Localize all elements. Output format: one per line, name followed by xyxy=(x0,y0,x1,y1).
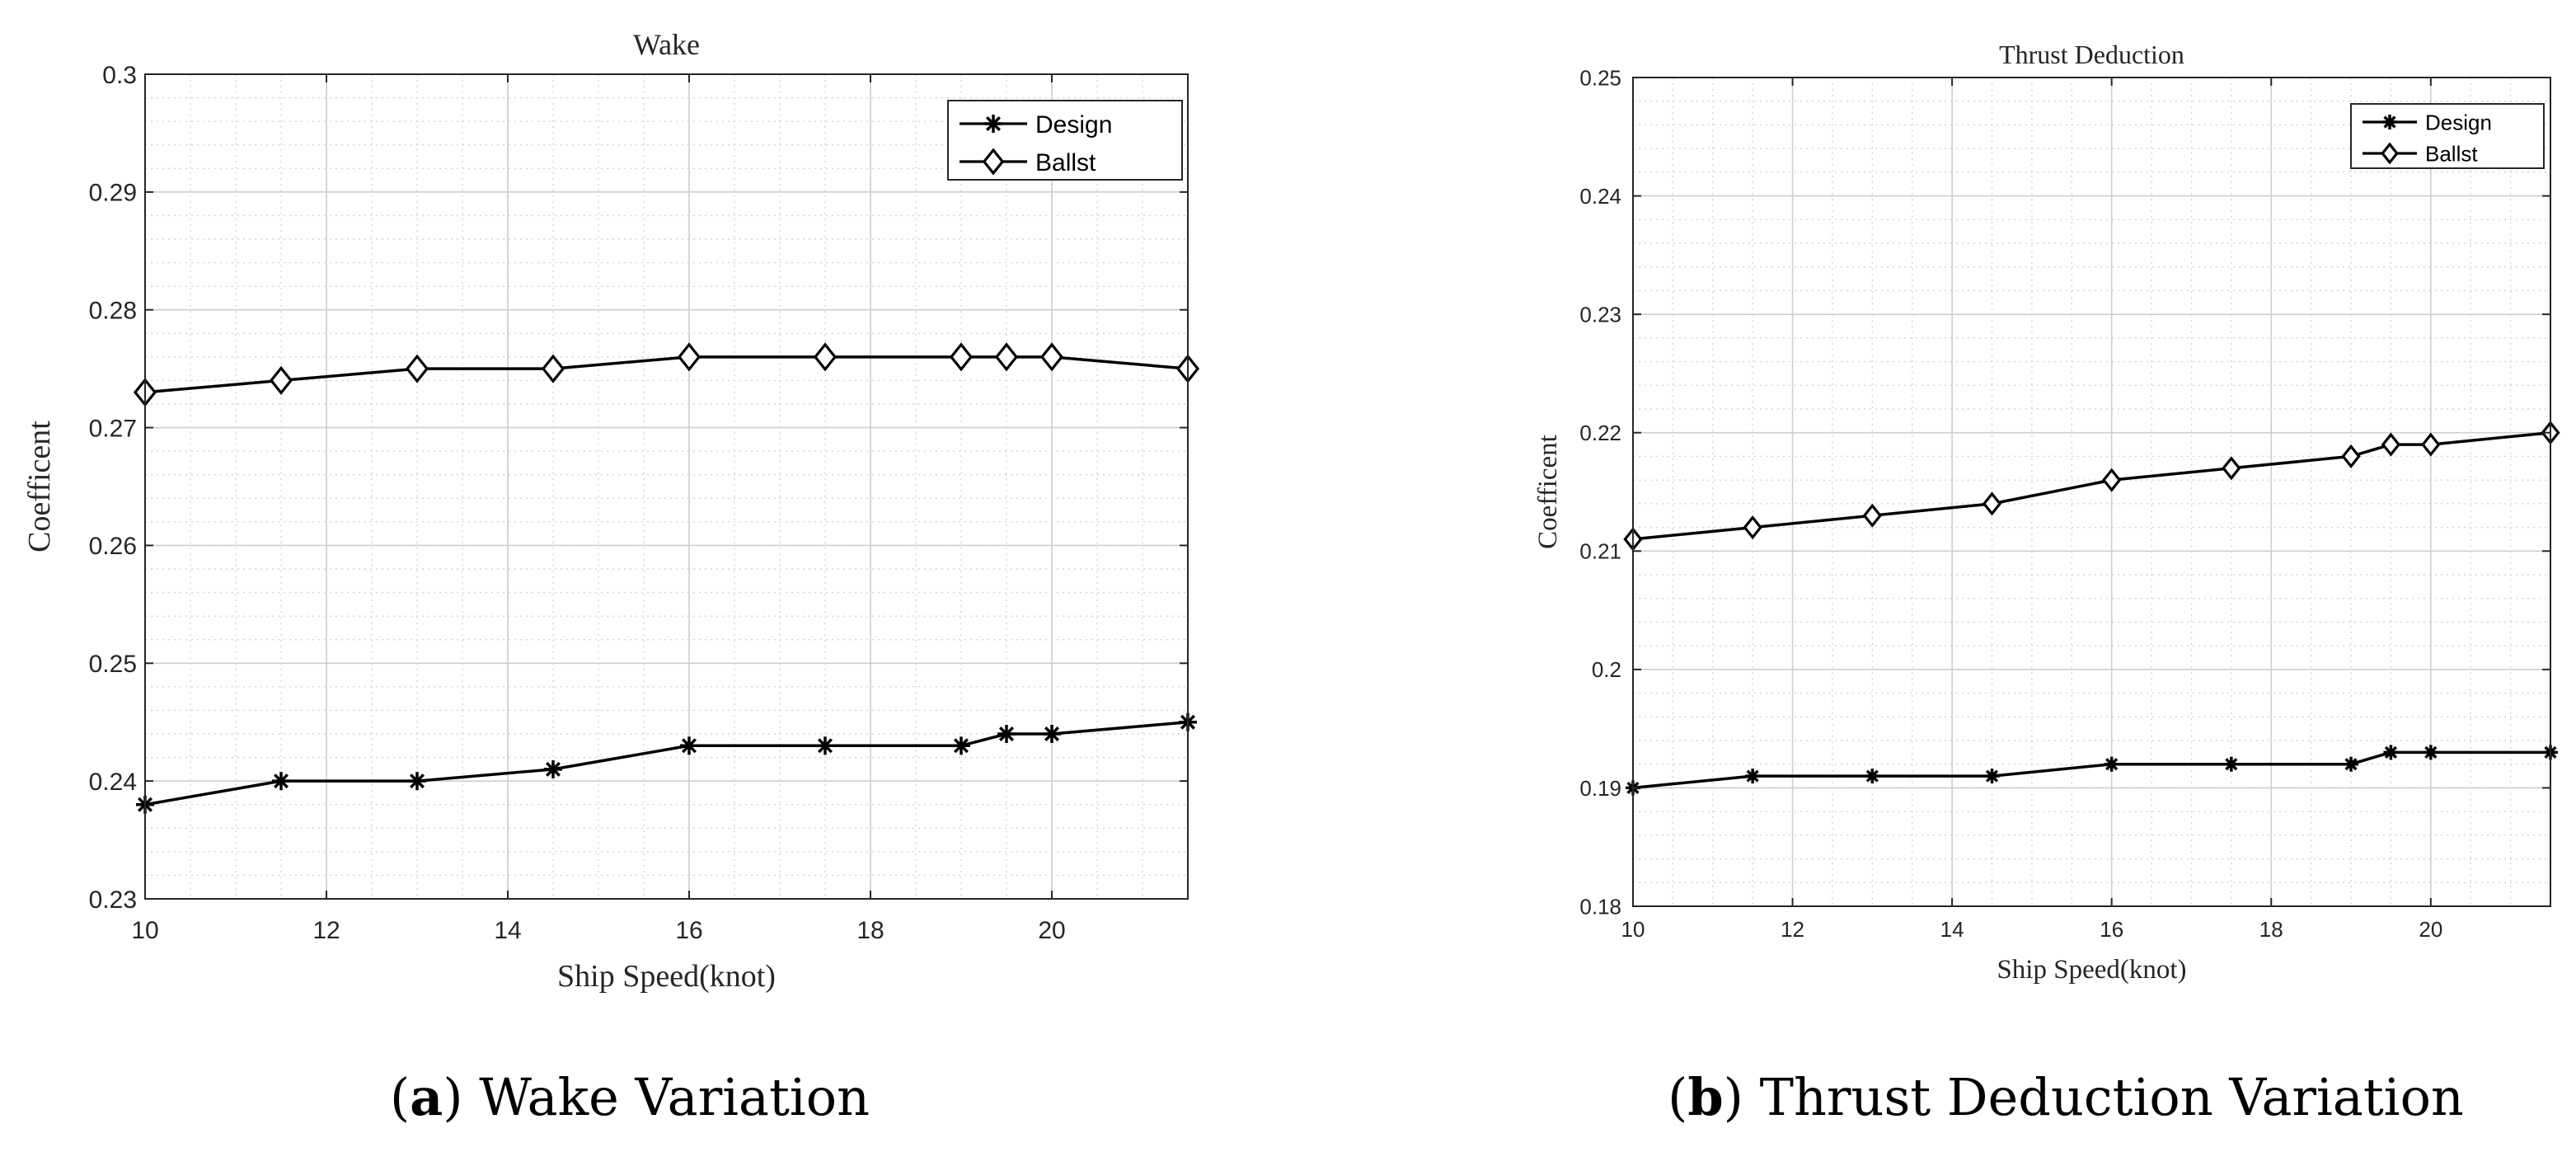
thrust-legend-ballst-label: Ballst xyxy=(2425,141,2478,166)
thrust-ballst-point xyxy=(2421,432,2441,457)
thrust-axes-frame xyxy=(1632,77,2551,907)
thrust-design-line xyxy=(1632,750,2550,790)
wake-caption-text: Wake Variation xyxy=(463,1067,870,1127)
wake-caption-letter: a xyxy=(410,1067,443,1127)
wake-x-tick-label: 12 xyxy=(312,917,340,944)
wake-y-tick-label: 0.23 xyxy=(89,886,137,914)
thrust-y-tick-label: 0.24 xyxy=(1579,184,1621,209)
thrust-y-tick-label: 0.18 xyxy=(1579,894,1621,919)
wake-design-point xyxy=(1043,725,1061,743)
wake-legend-box xyxy=(947,100,1183,181)
thrust-design-point xyxy=(1745,769,1761,784)
wake-y-tick-label: 0.26 xyxy=(89,533,137,560)
thrust-ballst-point xyxy=(1743,515,1762,540)
thrust-x-tick-label: 20 xyxy=(2419,917,2442,942)
thrust-y-tick-label: 0.25 xyxy=(1579,65,1621,90)
thrust-design-point xyxy=(2423,745,2438,760)
thrust-plot-area xyxy=(1633,78,2550,906)
wake-x-axis-label: Ship Speed(knot) xyxy=(557,959,776,994)
thrust-caption-text: Thrust Deduction Variation xyxy=(1743,1067,2464,1127)
wake-ballst-point xyxy=(269,365,293,395)
thrust-y-tick-label: 0.19 xyxy=(1579,776,1621,801)
wake-chart: 10 12 14 16 18 20 0.23 0.24 0.25 0.26 0.27 0.28 0.29… xyxy=(22,28,1200,1127)
wake-x-tick-label: 18 xyxy=(856,917,884,944)
wake-plot-area xyxy=(145,74,1188,899)
wake-design-point xyxy=(272,772,290,791)
thrust-ballst-point xyxy=(1862,503,1882,528)
thrust-y-tick-label: 0.21 xyxy=(1579,539,1621,564)
wake-chart-title: Wake xyxy=(633,28,700,61)
thrust-deduction-chart: 10 12 14 16 18 20 0.18 0.19 0.2 0.21 0.22 0.23 0.24 0… xyxy=(1533,40,2560,1127)
wake-legend: Design Ballst xyxy=(947,100,1183,181)
thrust-ballst-point xyxy=(2222,456,2241,481)
wake-design-line xyxy=(144,720,1189,806)
thrust-caption: (b) Thrust Deduction Variation xyxy=(1668,1067,2464,1127)
thrust-design-point xyxy=(2223,756,2239,772)
wake-design-point xyxy=(680,736,698,755)
wake-x-tick-label: 10 xyxy=(131,917,158,944)
wake-ballst-line xyxy=(144,355,1189,394)
wake-y-tick-label: 0.28 xyxy=(89,298,137,325)
thrust-x-axis-label: Ship Speed(knot) xyxy=(1997,955,2186,985)
thrust-legend-design-marker xyxy=(2382,115,2397,129)
thrust-design-point xyxy=(2104,756,2119,772)
wake-y-axis-label: Coefficent xyxy=(22,421,57,552)
wake-ballst-point xyxy=(677,342,701,372)
thrust-chart-title: Thrust Deduction xyxy=(1999,40,2184,69)
thrust-design-point xyxy=(1984,769,2000,784)
thrust-caption-letter: b xyxy=(1687,1067,1723,1127)
thrust-ballst-point xyxy=(2381,432,2401,457)
wake-design-point xyxy=(952,736,970,755)
wake-x-tick-label: 16 xyxy=(675,917,702,944)
thrust-y-axis-label: Coefficent xyxy=(1533,435,1563,549)
thrust-legend: Design Ballst xyxy=(2350,103,2545,169)
wake-legend-ballst-label: Ballst xyxy=(1035,149,1096,176)
thrust-y-tick-label: 0.23 xyxy=(1579,303,1621,327)
thrust-design-point xyxy=(2383,745,2399,760)
wake-axes-frame xyxy=(144,73,1189,900)
wake-legend-design-label: Design xyxy=(1035,111,1112,139)
thrust-ballst-line xyxy=(1632,430,2551,541)
thrust-legend-box xyxy=(2350,103,2545,169)
thrust-design-point xyxy=(2344,756,2359,772)
wake-caption: (a) Wake Variation xyxy=(390,1067,870,1127)
wake-design-point xyxy=(544,759,562,778)
wake-y-tick-label: 0.24 xyxy=(89,769,137,796)
wake-y-tick-label: 0.29 xyxy=(89,180,137,207)
thrust-x-tick-label: 12 xyxy=(1781,917,1804,942)
thrust-x-tick-label: 14 xyxy=(1940,917,1964,942)
thrust-legend-design-label: Design xyxy=(2425,110,2492,134)
wake-ballst-point xyxy=(405,354,429,383)
wake-y-tick-label: 0.25 xyxy=(89,651,137,678)
wake-ticks: 10 12 14 16 18 20 0.23 0.24 0.25 0.26 0.27 0.28 0.29… xyxy=(89,62,1188,944)
thrust-design-point xyxy=(1865,769,1880,784)
wake-ballst-point xyxy=(813,342,838,372)
wake-y-tick-label: 0.3 xyxy=(102,62,137,89)
thrust-ticks: 10 12 14 16 18 20 0.18 0.19 0.2 0.21 0.22 0.23 0.24 0… xyxy=(1579,65,2550,942)
thrust-ballst-point xyxy=(2102,468,2122,492)
wake-ballst-point xyxy=(1039,342,1064,372)
thrust-x-tick-label: 10 xyxy=(1621,917,1645,942)
thrust-ballst-point xyxy=(2341,444,2361,468)
thrust-series xyxy=(1623,421,2560,796)
wake-ballst-point xyxy=(994,342,1019,372)
wake-design-point xyxy=(997,725,1016,743)
wake-x-tick-label: 20 xyxy=(1038,917,1065,944)
wake-ballst-point xyxy=(949,342,974,372)
wake-legend-design-marker xyxy=(984,115,1002,133)
wake-ballst-point xyxy=(541,354,565,383)
thrust-legend-ballst-marker xyxy=(2381,142,2399,165)
thrust-y-tick-label: 0.22 xyxy=(1579,421,1621,445)
thrust-x-tick-label: 16 xyxy=(2100,917,2123,942)
thrust-x-tick-label: 18 xyxy=(2259,917,2283,942)
wake-legend-ballst-marker xyxy=(982,148,1005,176)
wake-y-tick-label: 0.27 xyxy=(89,415,137,442)
wake-x-tick-label: 14 xyxy=(494,917,521,944)
wake-design-point xyxy=(816,736,834,755)
wake-design-point xyxy=(408,772,426,791)
thrust-ballst-point xyxy=(1982,491,2002,516)
thrust-y-tick-label: 0.2 xyxy=(1592,657,1621,682)
